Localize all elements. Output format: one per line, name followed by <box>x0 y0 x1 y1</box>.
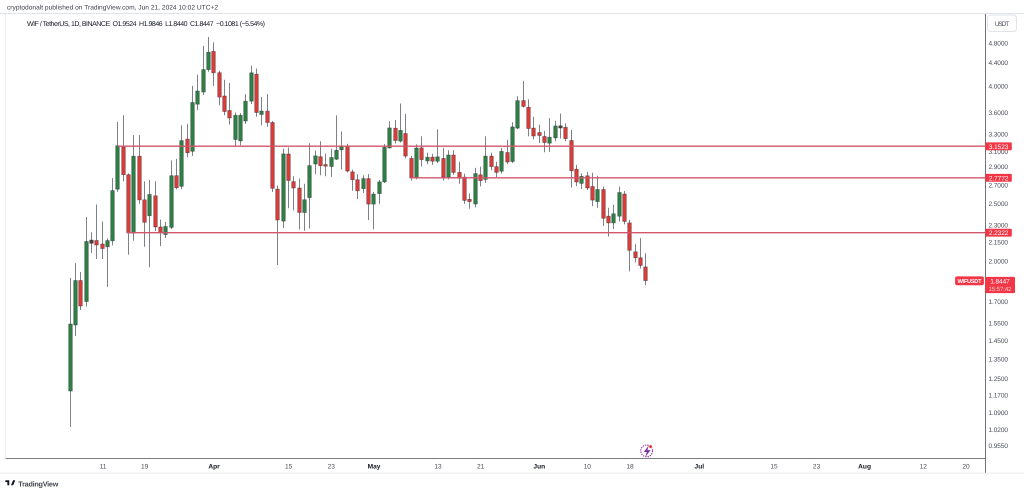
svg-text:4.8000: 4.8000 <box>989 40 1009 47</box>
svg-text:23: 23 <box>328 464 336 471</box>
svg-text:18: 18 <box>626 464 634 471</box>
svg-text:11: 11 <box>100 464 107 471</box>
svg-text:Apr: Apr <box>208 464 220 471</box>
svg-text:15: 15 <box>285 464 293 471</box>
svg-text:WIFUSDT: WIFUSDT <box>958 279 983 285</box>
svg-text:3.1523: 3.1523 <box>989 144 1009 151</box>
svg-text:4.4000: 4.4000 <box>989 60 1009 67</box>
svg-text:3.6000: 3.6000 <box>989 110 1009 117</box>
svg-text:1.4500: 1.4500 <box>989 338 1009 345</box>
svg-text:1.7000: 1.7000 <box>989 299 1009 306</box>
svg-text:12: 12 <box>920 464 928 471</box>
svg-text:2.9000: 2.9000 <box>989 164 1009 171</box>
svg-text:3.1000: 3.1000 <box>989 149 1009 156</box>
svg-text:10: 10 <box>584 464 592 471</box>
svg-text:Aug: Aug <box>858 464 871 471</box>
svg-text:2.2322: 2.2322 <box>989 230 1009 237</box>
svg-text:cryptodonalt published on Trad: cryptodonalt published on TradingView.co… <box>7 5 218 12</box>
svg-text:1.0200: 1.0200 <box>989 427 1009 434</box>
svg-text:WIF / TetherUS, 1D, BINANCE O: WIF / TetherUS, 1D, BINANCE O1.9524 H1.9… <box>27 20 265 28</box>
svg-text:May: May <box>368 464 381 471</box>
svg-text:2.7772: 2.7772 <box>989 175 1009 182</box>
svg-text:1.3500: 1.3500 <box>989 356 1009 363</box>
svg-text:1.2500: 1.2500 <box>989 376 1009 383</box>
svg-text:TradingView: TradingView <box>18 479 58 488</box>
svg-text:4.0000: 4.0000 <box>989 83 1009 90</box>
svg-text:2.3000: 2.3000 <box>989 223 1009 230</box>
svg-text:23: 23 <box>813 464 821 471</box>
svg-text:USDT: USDT <box>995 21 1010 28</box>
svg-text:0.9550: 0.9550 <box>989 443 1009 450</box>
svg-text:1.1700: 1.1700 <box>989 392 1009 399</box>
svg-text:1.8447: 1.8447 <box>990 278 1010 285</box>
svg-text:2.1500: 2.1500 <box>989 239 1009 246</box>
svg-text:2.5000: 2.5000 <box>989 201 1009 208</box>
svg-text:15:57:42: 15:57:42 <box>989 286 1013 293</box>
svg-text:Jul: Jul <box>695 464 705 471</box>
svg-text:2.7000: 2.7000 <box>989 182 1009 189</box>
svg-text:20: 20 <box>962 464 970 471</box>
svg-text:21: 21 <box>477 464 485 471</box>
svg-text:Jun: Jun <box>533 464 545 471</box>
svg-text:15: 15 <box>770 464 778 471</box>
svg-text:1.0900: 1.0900 <box>989 410 1009 417</box>
svg-text:19: 19 <box>141 464 149 471</box>
svg-text:1.5500: 1.5500 <box>989 320 1009 327</box>
svg-text:3.3000: 3.3000 <box>989 131 1009 138</box>
svg-text:13: 13 <box>434 464 442 471</box>
svg-text:2.0000: 2.0000 <box>989 258 1009 265</box>
